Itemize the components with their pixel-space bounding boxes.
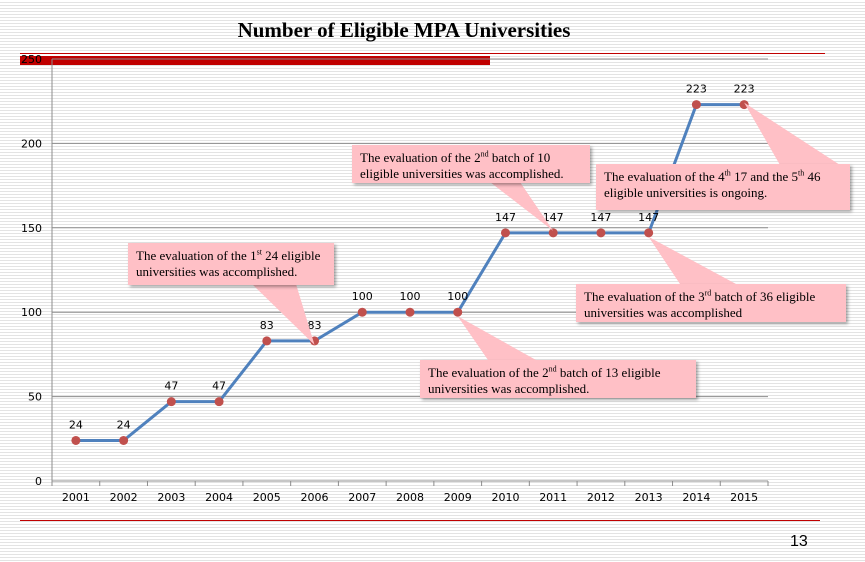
data-point xyxy=(166,397,176,407)
y-tick-label: 0 xyxy=(35,475,42,488)
y-tick-label: 250 xyxy=(21,53,42,66)
callout-pointers xyxy=(252,102,840,360)
data-point xyxy=(453,307,463,317)
y-tick-label: 150 xyxy=(21,222,42,235)
data-label: 100 xyxy=(447,290,468,303)
data-point xyxy=(119,435,129,445)
data-label: 24 xyxy=(117,418,131,431)
axes: 0 50 100 150 200 250 2001 2002 2003 2004 2005 2006 2… xyxy=(21,53,769,504)
data-point xyxy=(691,100,701,110)
data-point xyxy=(548,228,558,238)
title-accent-bar xyxy=(20,56,490,65)
x-tick-label: 2014 xyxy=(682,491,710,504)
data-point xyxy=(71,435,81,445)
callout-pointer xyxy=(490,182,554,231)
data-label: 24 xyxy=(69,418,83,431)
callout-pointer xyxy=(252,284,315,345)
callout-pointer xyxy=(457,316,536,360)
data-label: 223 xyxy=(734,83,755,96)
x-tick-label: 2009 xyxy=(444,491,472,504)
data-label: 147 xyxy=(590,211,611,224)
callout-pointer xyxy=(648,236,736,284)
x-tick-label: 2004 xyxy=(205,491,233,504)
page-number: 13 xyxy=(790,533,808,550)
data-label: 83 xyxy=(260,319,274,332)
slide-title: Number of Eligible MPA Universities xyxy=(237,18,571,42)
callout-first-evaluation: The evaluation of the 1st 24 eligible un… xyxy=(128,243,334,285)
data-point xyxy=(214,397,224,407)
y-tick-label: 100 xyxy=(21,306,42,319)
x-tick-label: 2010 xyxy=(491,491,519,504)
x-tick-label: 2012 xyxy=(587,491,615,504)
callout-fourth-fifth: The evaluation of the 4th 17 and the 5th… xyxy=(596,164,850,210)
callout-third-batch: The evaluation of the 3rd batch of 36 el… xyxy=(576,284,846,322)
data-label: 47 xyxy=(212,380,226,393)
data-label: 83 xyxy=(308,319,322,332)
callout-second-batch-13: The evaluation of the 2nd batch of 13 el… xyxy=(420,360,696,398)
x-tick-label: 2011 xyxy=(539,491,567,504)
x-tick-label: 2008 xyxy=(396,491,424,504)
data-point xyxy=(405,307,415,317)
bottom-rule xyxy=(20,520,820,521)
data-labels: 24 24 47 47 83 83 100 100 100 147 147 147 147 223 223 xyxy=(69,83,755,432)
data-point xyxy=(357,307,367,317)
data-point xyxy=(596,228,606,238)
x-tick-label: 2002 xyxy=(110,491,138,504)
callout-second-batch-10: The evaluation of the 2nd batch of 10 el… xyxy=(352,145,590,183)
x-tick-label: 2006 xyxy=(301,491,329,504)
series-layer xyxy=(71,100,749,445)
data-point xyxy=(644,228,654,238)
x-tick-label: 2003 xyxy=(157,491,185,504)
data-label: 147 xyxy=(495,211,516,224)
data-point xyxy=(500,228,510,238)
x-tick-label: 2001 xyxy=(62,491,90,504)
x-tick-label: 2015 xyxy=(730,491,758,504)
data-label: 147 xyxy=(543,211,564,224)
y-tick-label: 50 xyxy=(28,391,42,404)
data-point xyxy=(739,100,749,110)
data-label: 47 xyxy=(164,380,178,393)
callout-pointer xyxy=(744,102,840,165)
top-rule xyxy=(20,53,825,54)
data-label: 147 xyxy=(638,211,659,224)
x-tick-label: 2013 xyxy=(635,491,663,504)
y-tick-label: 200 xyxy=(21,137,42,150)
x-tick-label: 2005 xyxy=(253,491,281,504)
data-label: 100 xyxy=(352,290,373,303)
x-tick-label: 2007 xyxy=(348,491,376,504)
data-point xyxy=(262,336,272,346)
data-label: 223 xyxy=(686,83,707,96)
data-label: 100 xyxy=(400,290,421,303)
